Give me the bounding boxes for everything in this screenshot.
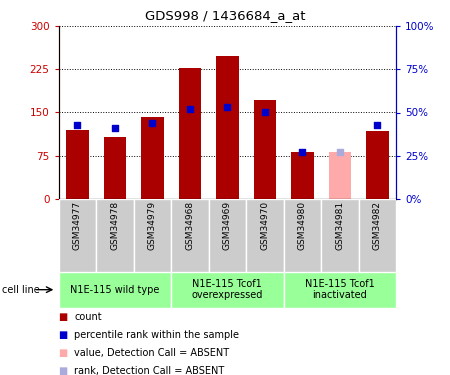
- Bar: [171, 199, 208, 272]
- Point: [186, 106, 194, 112]
- Bar: [291, 152, 314, 199]
- Bar: [134, 199, 171, 272]
- Bar: [58, 272, 171, 308]
- Bar: [359, 199, 396, 272]
- Bar: [321, 199, 359, 272]
- Bar: [284, 199, 321, 272]
- Text: N1E-115 wild type: N1E-115 wild type: [70, 285, 159, 295]
- Text: GSM34978: GSM34978: [110, 201, 119, 250]
- Point: [74, 122, 81, 128]
- Point: [299, 149, 306, 155]
- Bar: [104, 136, 126, 199]
- Point: [374, 122, 381, 128]
- Point: [224, 104, 231, 110]
- Text: value, Detection Call = ABSENT: value, Detection Call = ABSENT: [74, 348, 230, 358]
- Text: GSM34979: GSM34979: [148, 201, 157, 250]
- Text: GSM34982: GSM34982: [373, 201, 382, 250]
- Bar: [246, 199, 284, 272]
- Text: GSM34968: GSM34968: [185, 201, 194, 250]
- Bar: [58, 199, 96, 272]
- Bar: [253, 100, 276, 199]
- Text: GDS998 / 1436684_a_at: GDS998 / 1436684_a_at: [145, 9, 305, 22]
- Bar: [284, 272, 396, 308]
- Text: ■: ■: [58, 330, 68, 340]
- Text: N1E-115 Tcof1
overexpressed: N1E-115 Tcof1 overexpressed: [192, 279, 263, 300]
- Text: GSM34969: GSM34969: [223, 201, 232, 250]
- Bar: [66, 130, 89, 199]
- Text: ■: ■: [58, 312, 68, 322]
- Bar: [179, 68, 201, 199]
- Text: rank, Detection Call = ABSENT: rank, Detection Call = ABSENT: [74, 366, 225, 375]
- Text: GSM34980: GSM34980: [298, 201, 307, 250]
- Bar: [96, 199, 134, 272]
- Bar: [141, 117, 163, 199]
- Text: GSM34981: GSM34981: [335, 201, 344, 250]
- Text: GSM34977: GSM34977: [73, 201, 82, 250]
- Point: [261, 110, 268, 116]
- Text: ■: ■: [58, 366, 68, 375]
- Bar: [171, 272, 284, 308]
- Point: [111, 125, 118, 131]
- Point: [148, 120, 156, 126]
- Point: [336, 149, 343, 155]
- Bar: [216, 56, 239, 199]
- Text: percentile rank within the sample: percentile rank within the sample: [74, 330, 239, 340]
- Text: N1E-115 Tcof1
inactivated: N1E-115 Tcof1 inactivated: [305, 279, 374, 300]
- Text: count: count: [74, 312, 102, 322]
- Bar: [208, 199, 246, 272]
- Bar: [366, 131, 388, 199]
- Text: ■: ■: [58, 348, 68, 358]
- Text: cell line: cell line: [2, 285, 40, 295]
- Text: GSM34970: GSM34970: [260, 201, 269, 250]
- Bar: [328, 152, 351, 199]
